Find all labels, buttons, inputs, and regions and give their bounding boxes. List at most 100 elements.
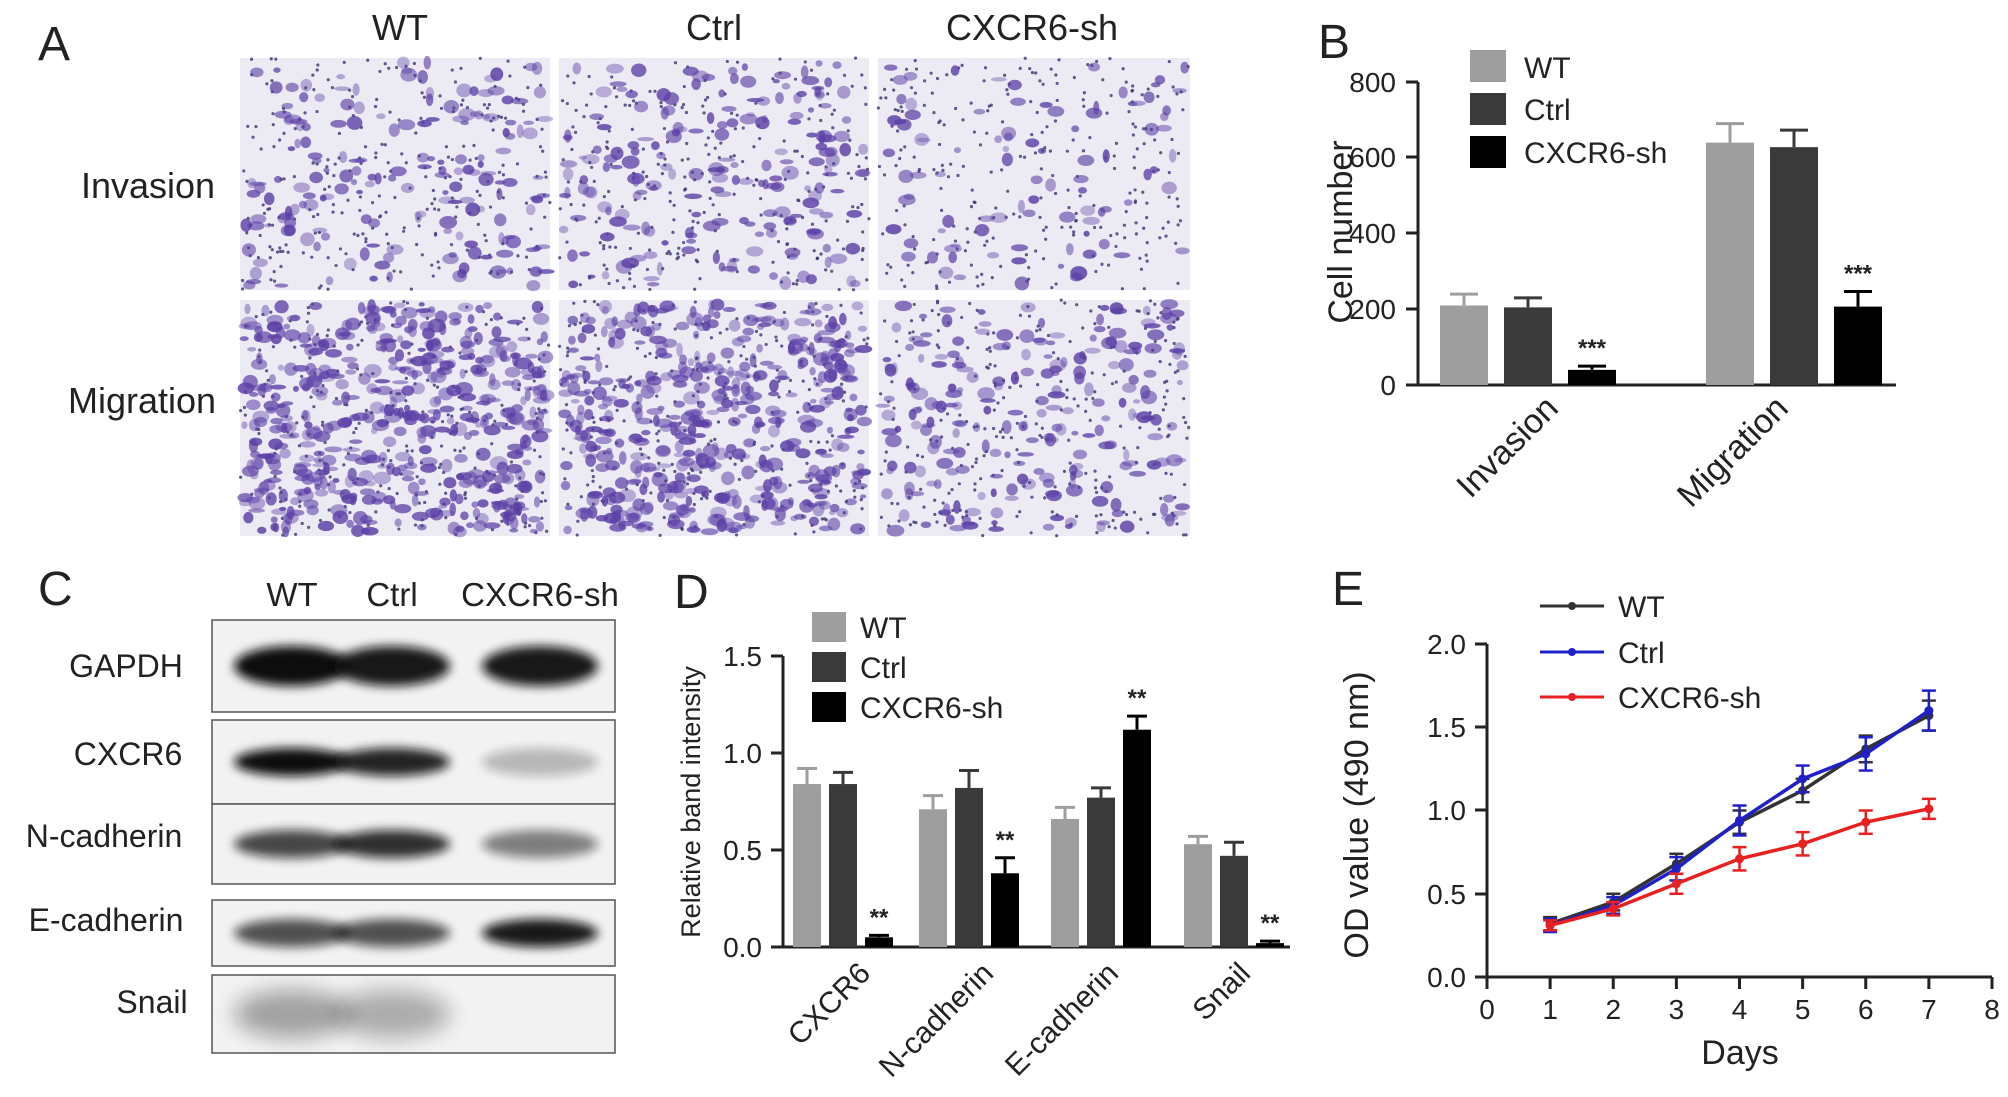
bar-e-cadherin-wt [1051,818,1079,947]
significance-marker: ** [1128,685,1147,712]
panel-b-legend: WT Ctrl CXCR6-sh [1470,50,1667,170]
panel-a-letter: A [38,18,70,71]
blot-band [482,748,598,776]
bar-migration-wt [1706,142,1754,385]
panel-e-ytick-1.5: 1.5 [1427,712,1466,743]
data-point [1924,706,1934,716]
panel-d: D WT Ctrl CXCR6-sh Relative band intensi… [674,566,1290,1084]
legend-label-sh: CXCR6-sh [860,692,1003,725]
data-point [1861,749,1871,759]
blot-band [334,748,450,776]
significance-marker: *** [1844,260,1873,287]
panel-e-lines [1543,689,1936,934]
panel-d-ylabel: Relative band intensity [676,666,706,938]
panel-d-xtick-ncad: N-cadherin [873,957,1000,1084]
legend-swatch-ctrl [812,652,846,682]
blot-band [334,990,450,1038]
panel-b-xtick-invasion: Invasion [1449,389,1565,505]
legend-swatch-wt [1470,50,1506,82]
panel-c-band-cxcr6: CXCR6 [74,736,182,772]
panel-e: E WT Ctrl CXCR6-sh OD value (490 nm) Day… [1332,563,2000,1072]
panel-b-letter: B [1318,16,1350,69]
panel-e-xticks: 0 1 2 3 4 5 6 7 8 [1479,977,2000,1025]
panel-b-yticks: 0 200 400 600 800 [1349,67,1418,401]
legend-marker-ctrl [1568,648,1576,656]
panel-a-col-wt: WT [372,7,428,48]
legend-swatch-wt [812,612,846,642]
panel-a-row-migration: Migration [68,380,216,421]
panel-d-legend: WT Ctrl CXCR6-sh [812,612,1003,725]
panel-e-yticks: 0.0 0.5 1.0 1.5 2.0 [1427,629,1487,993]
bar-snail-wt [1184,844,1212,947]
bar-e-cadherin-cxcr6-sh [1123,729,1151,947]
bar-migration-cxcr6-sh [1834,306,1882,385]
panel-c-col-wt: WT [266,576,317,613]
series-ctrl [1543,689,1936,934]
legend-label-ctrl: Ctrl [860,652,907,685]
panel-b-ytick-800: 800 [1349,67,1396,98]
legend-label-sh: CXCR6-sh [1618,682,1761,715]
legend-swatch-sh [812,692,846,722]
legend-label-wt: WT [860,612,907,645]
data-point [1671,879,1681,889]
bar-invasion-ctrl [1504,307,1552,385]
panel-e-xtick-2: 2 [1605,994,1621,1025]
panel-b-ytick-0: 0 [1380,370,1396,401]
panel-a-row-invasion: Invasion [81,165,215,206]
bar-migration-ctrl [1770,147,1818,385]
blot-strip-gapdh [211,619,616,713]
blot-band [234,748,350,776]
panel-c-col-ctrl: Ctrl [366,576,417,613]
blot-band [482,830,598,858]
panel-e-xtick-8: 8 [1984,994,2000,1025]
legend-label-ctrl: Ctrl [1618,637,1665,670]
blot-band [482,646,598,686]
panel-e-ytick-1.0: 1.0 [1427,795,1466,826]
bar-cxcr6-cxcr6-sh [865,937,893,947]
panel-d-bars: ** ** ** ** [793,685,1284,947]
bar-n-cadherin-ctrl [955,787,983,947]
panel-d-xtick-cxcr6: CXCR6 [782,957,877,1052]
panel-a-col-ctrl: Ctrl [686,7,742,48]
blot-band [334,830,450,858]
panel-b-ylabel: Cell number [1322,140,1360,323]
panel-e-ytick-0.5: 0.5 [1427,879,1466,910]
legend-label-wt: WT [1618,591,1665,624]
legend-swatch-sh [1470,136,1506,168]
panel-e-ytick-2.0: 2.0 [1427,629,1466,660]
panel-b-ytick-200: 200 [1349,294,1396,325]
significance-marker: ** [1261,910,1280,937]
bar-invasion-cxcr6-sh [1568,369,1616,385]
data-point [1798,839,1808,849]
significance-marker: *** [1578,335,1607,362]
blot-band [234,646,350,686]
bar-n-cadherin-cxcr6-sh [991,873,1019,947]
panel-e-legend: WT Ctrl CXCR6-sh [1540,591,1761,715]
panel-d-yticks: 0.0 0.5 1.0 1.5 [723,641,783,963]
data-point [1924,804,1934,814]
micrograph-tile [876,56,1190,291]
data-point [1861,817,1871,827]
bar-cxcr6-wt [793,784,821,947]
data-point [1735,854,1744,864]
panel-c-band-ecad: E-cadherin [29,902,184,938]
panel-e-xlabel: Days [1701,1034,1778,1072]
western-blot-strips [211,619,616,1054]
panel-b-bars: *** *** [1440,122,1882,385]
legend-marker-wt [1568,602,1576,610]
panel-e-ylabel: OD value (490 nm) [1338,671,1376,958]
blot-strip-cxcr6 [211,719,616,805]
micrograph-grid [237,55,1191,538]
data-point [1608,904,1618,914]
panel-b-ytick-400: 400 [1349,218,1396,249]
data-point [1671,864,1681,874]
panel-e-xtick-1: 1 [1542,994,1558,1025]
bar-n-cadherin-wt [919,809,947,947]
blot-strip-n-cadherin [211,803,616,885]
panel-a: A WT Ctrl CXCR6-sh Invasion Migration [38,7,1191,538]
panel-d-ytick-1.5: 1.5 [723,641,762,672]
panel-e-xtick-3: 3 [1669,994,1685,1025]
blot-band [334,646,450,686]
bar-invasion-wt [1440,305,1488,385]
data-point [1545,920,1555,930]
